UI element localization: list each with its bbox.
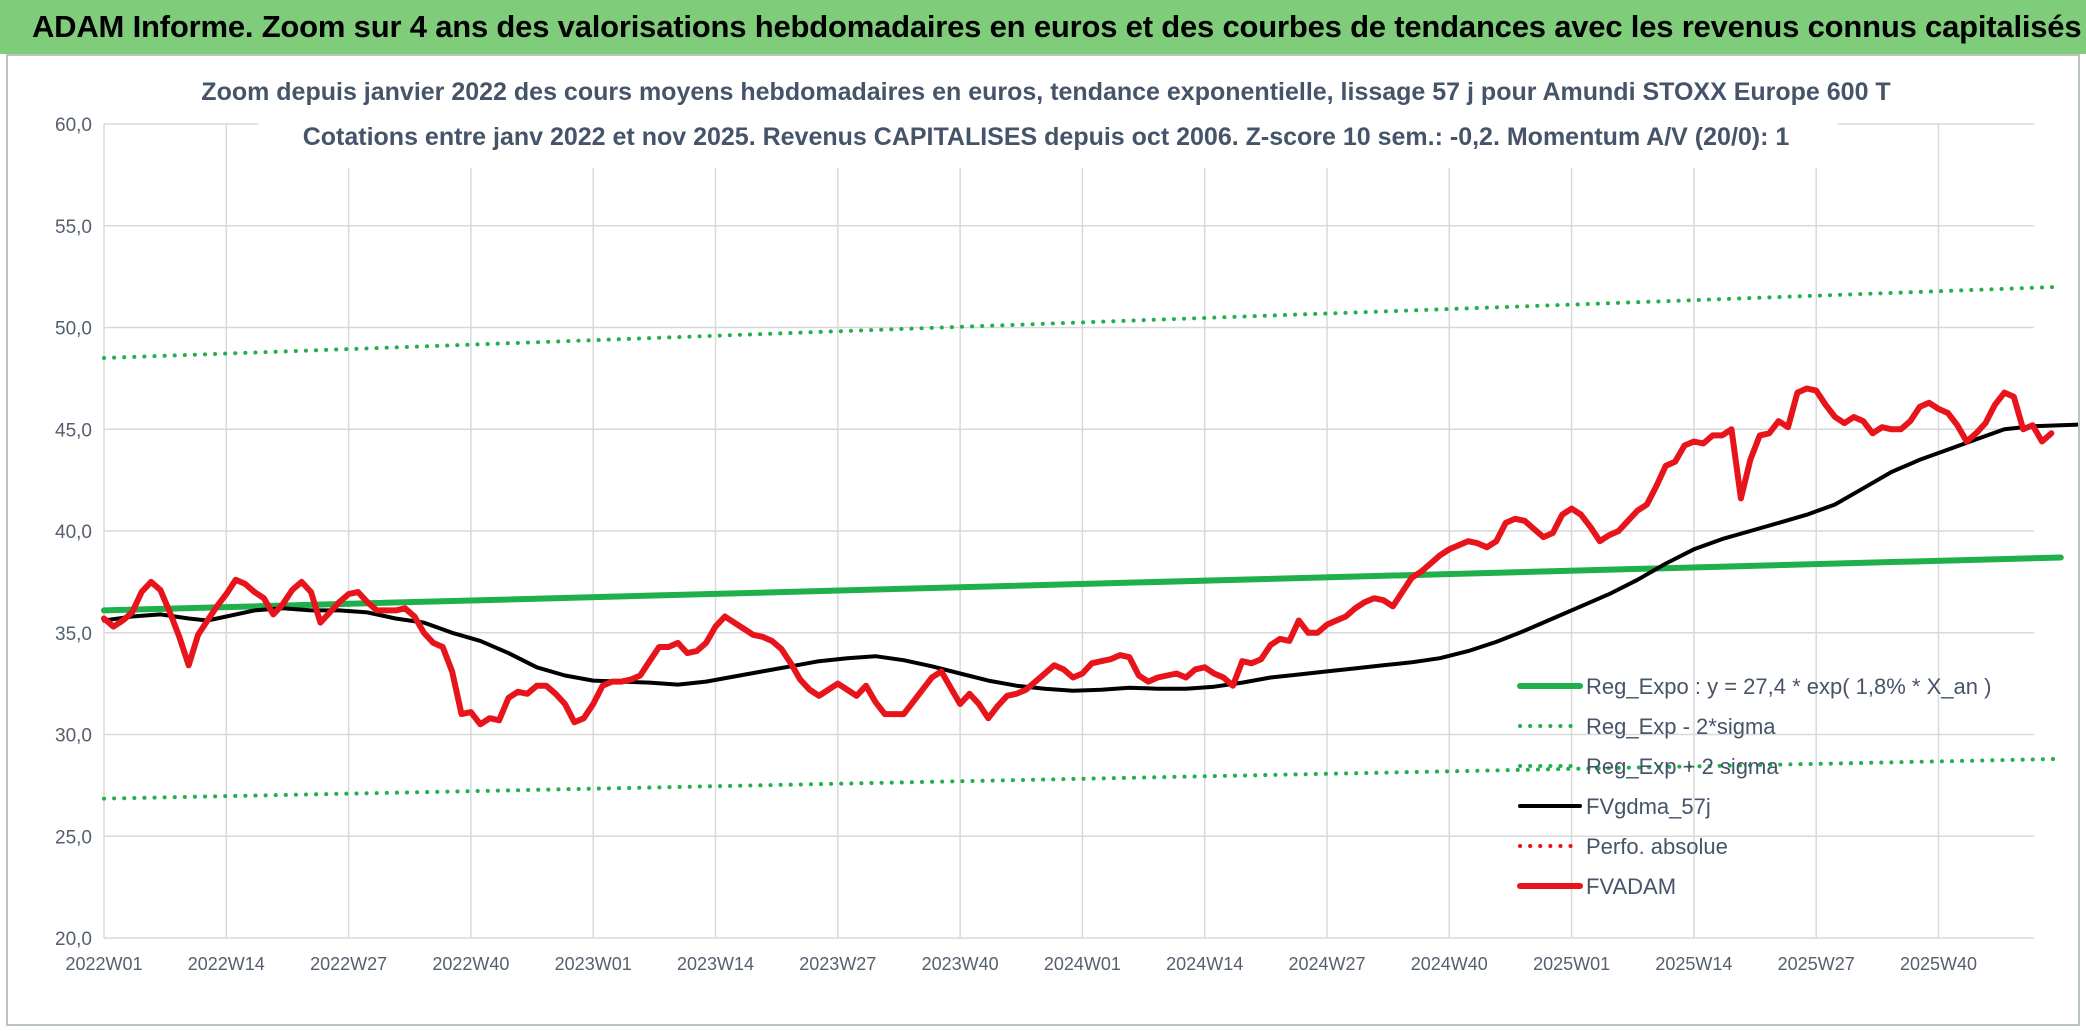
y-tick-label: 55,0 <box>55 217 92 238</box>
x-tick-label: 2022W27 <box>310 954 387 974</box>
grid-layer <box>103 123 2034 939</box>
series-line-2 <box>102 284 2063 360</box>
y-tick-label: 40,0 <box>55 522 92 543</box>
y-tick-label: 45,0 <box>55 420 92 441</box>
report-title-banner: ADAM Informe. Zoom sur 4 ans des valoris… <box>0 0 2086 54</box>
x-tick-label: 2023W01 <box>555 954 632 974</box>
legend: Reg_Expo : y = 27,4 * exp( 1,8% * X_an )… <box>1517 674 1991 899</box>
x-tick-label: 2025W14 <box>1655 954 1732 974</box>
legend-label-0: Reg_Expo : y = 27,4 * exp( 1,8% * X_an ) <box>1586 674 1991 699</box>
legend-label-4: Perfo. absolue <box>1586 834 1728 859</box>
x-tick-label: 2022W01 <box>65 954 142 974</box>
x-tick-label: 2023W27 <box>799 954 876 974</box>
legend-label-1: Reg_Exp - 2*sigma <box>1586 714 1776 739</box>
line-chart: 20,0 25,0 30,0 35,0 40,0 45,0 50,0 55,0 60,0 2022… <box>55 56 2078 974</box>
y-tick-label: 50,0 <box>55 319 92 340</box>
y-tick-label: 20,0 <box>55 929 92 950</box>
x-tick-label: 2025W27 <box>1778 954 1855 974</box>
legend-label-3: FVgdma_57j <box>1586 794 1711 819</box>
legend-label-2: Reg_Exp + 2 sigma <box>1586 754 1779 779</box>
y-tick-label: 30,0 <box>55 726 92 747</box>
chart-title-line-1: Zoom depuis janvier 2022 des cours moyen… <box>201 78 1890 106</box>
legend-label-5: FVADAM <box>1586 874 1676 899</box>
x-tick-label: 2024W40 <box>1411 954 1488 974</box>
axis-layer: 20,0 25,0 30,0 35,0 40,0 45,0 50,0 55,0 60,0 2022… <box>55 115 1977 974</box>
series-line-3 <box>102 422 2078 693</box>
series-line-1 <box>102 756 2063 801</box>
x-tick-label: 2023W40 <box>922 954 999 974</box>
y-tick-label: 60,0 <box>55 115 92 136</box>
y-tick-label: 25,0 <box>55 827 92 848</box>
chart-frame: 20,0 25,0 30,0 35,0 40,0 45,0 50,0 55,0 60,0 2022… <box>6 54 2080 1026</box>
series-line-5 <box>101 385 2055 728</box>
y-tick-label: 35,0 <box>55 624 92 645</box>
x-tick-label: 2024W14 <box>1166 954 1243 974</box>
series-layer <box>101 284 2078 801</box>
chart-title: Zoom depuis janvier 2022 des cours moyen… <box>201 56 1891 168</box>
x-tick-label: 2024W01 <box>1044 954 1121 974</box>
x-tick-label: 2024W27 <box>1288 954 1365 974</box>
series-line-0 <box>101 554 2064 614</box>
x-tick-label: 2025W40 <box>1900 954 1977 974</box>
chart-title-line-2: Cotations entre janv 2022 et nov 2025. R… <box>303 123 1790 151</box>
x-tick-label: 2025W01 <box>1533 954 1610 974</box>
x-tick-label: 2022W40 <box>432 954 509 974</box>
x-tick-label: 2022W14 <box>188 954 265 974</box>
x-tick-label: 2023W14 <box>677 954 754 974</box>
